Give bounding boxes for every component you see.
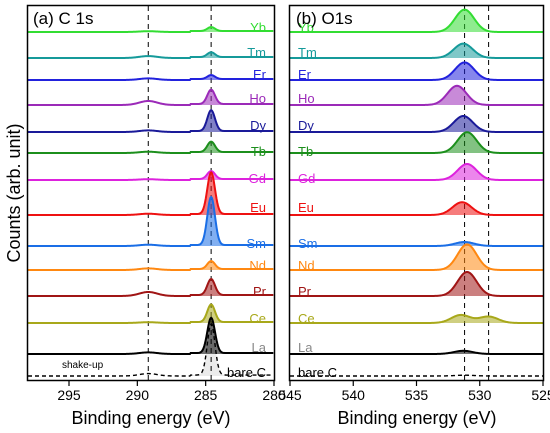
panel-a-peak-area-tm xyxy=(189,52,233,58)
panel-b-series-dy xyxy=(290,114,543,133)
panel-a-x-tick-label: 285 xyxy=(194,387,218,403)
shake-up-annotation: shake-up xyxy=(62,360,104,371)
panel-b-label-dy: Dy xyxy=(298,118,314,133)
panel-b-series-ho xyxy=(290,84,543,106)
panel-b-plot: 545 540 535 530 525 Yb Tm Er Ho Dy Tb Gd Eu Sm Nd Pr Ce L… xyxy=(278,6,550,403)
y-axis-label: Counts (arb. unit) xyxy=(4,123,24,262)
panel-a-series-dy xyxy=(28,109,274,133)
panel-a-peak-area-ho xyxy=(189,89,233,105)
panel-b-label-yb: Yb xyxy=(298,20,314,35)
panel-b-peak-area-pr xyxy=(422,272,512,296)
panel-a-peak-area-nd xyxy=(189,261,233,270)
panel-b-label-pr: Pr xyxy=(298,284,312,299)
panel-a-label-tm: Tm xyxy=(247,45,266,60)
panel-a-series-bare-c xyxy=(28,322,274,377)
panel-b-series-tb xyxy=(290,131,543,154)
panel-a-label-yb: Yb xyxy=(250,20,266,35)
panel-b-label-er: Er xyxy=(298,67,312,82)
panel-b-series-pr xyxy=(290,270,543,297)
panel-a-label-ho: Ho xyxy=(249,91,266,106)
panel-b-peak-area-yb xyxy=(422,9,512,32)
panel-b-series-er xyxy=(290,61,543,81)
panel-a-label-eu: Eu xyxy=(250,200,266,215)
panel-b-label-la: La xyxy=(298,340,313,355)
panel-a-series-tb xyxy=(28,140,274,154)
panel-b-peak-area-eu xyxy=(422,202,512,215)
panel-b-x-tick-label: 545 xyxy=(278,387,302,403)
panel-b-series-bare-c xyxy=(290,374,543,377)
panel-a-series-eu xyxy=(28,171,274,216)
panel-a-series-la xyxy=(28,316,274,355)
panel-a-label-ce: Ce xyxy=(249,311,266,326)
panel-a-label-gd: Gd xyxy=(249,171,266,186)
panel-b-label-sm: Sm xyxy=(298,236,318,251)
panel-a-label-er: Er xyxy=(253,67,267,82)
panel-b-series-yb xyxy=(290,8,543,33)
panel-a-series-sm xyxy=(28,195,274,247)
panel-b-frame xyxy=(288,4,545,382)
panel-a-frame xyxy=(26,4,276,382)
panel-b-peak-area-dy xyxy=(422,116,512,132)
panel-b-label-ho: Ho xyxy=(298,91,315,106)
panel-b-series-eu xyxy=(290,201,543,216)
panel-b-peak-area-tb xyxy=(422,132,512,153)
panel-a-x-tick-label: 290 xyxy=(126,387,150,403)
panel-a-plot: 295 290 285 280 Yb Tm Er Ho Dy Tb Gd Eu Sm Nd Pr Ce La ba… xyxy=(28,6,286,403)
panel-a-label-la: La xyxy=(252,340,267,355)
panel-a-peak-area-sm xyxy=(189,197,233,246)
panel-a-series-ce xyxy=(28,303,274,324)
panel-a-series-er xyxy=(28,74,274,81)
panel-a-label-dy: Dy xyxy=(250,118,266,133)
panel-b-label-eu: Eu xyxy=(298,200,314,215)
panel-a-label-nd: Nd xyxy=(249,258,266,273)
panel-b-x-tick-label: 525 xyxy=(531,387,550,403)
panel-a-label-tb: Tb xyxy=(251,144,266,159)
panel-a-label-sm: Sm xyxy=(247,236,267,251)
panel-a-series-tm xyxy=(28,51,274,59)
panel-b-peak-area-la xyxy=(422,350,512,354)
panel-a-peak-area-dy xyxy=(189,110,233,132)
panel-a-peak-area-yb xyxy=(189,27,233,32)
panel-a-peak-area-er xyxy=(189,75,233,80)
panel-b-x-tick-label: 530 xyxy=(468,387,492,403)
panel-a-title: (a) C 1s xyxy=(33,9,93,28)
panel-b-series-sm xyxy=(290,240,543,247)
panel-a-series-nd xyxy=(28,260,274,271)
panel-a-peak-area-eu xyxy=(189,172,233,215)
panel-b-label-nd: Nd xyxy=(298,258,315,273)
panel-a-peak-area-pr xyxy=(189,279,233,296)
panel-b-series-gd xyxy=(290,162,543,181)
panel-b-series-nd xyxy=(290,243,543,271)
panel-b-series-ce xyxy=(290,313,543,324)
panel-b-series-la xyxy=(290,349,543,355)
panel-a-series-yb xyxy=(28,26,274,33)
panel-b-series-tm xyxy=(290,42,543,59)
panel-a-label-bare-c: bare C xyxy=(227,365,266,380)
panel-a-peak-area-ce xyxy=(189,304,233,323)
panel-b-title: (b) O1s xyxy=(296,9,353,28)
panel-b-label-gd: Gd xyxy=(298,171,315,186)
panel-a-peak-area-tb xyxy=(189,141,233,153)
panel-a-x-axis-label: Binding energy (eV) xyxy=(71,408,230,428)
panel-b-label-tm: Tm xyxy=(298,45,317,60)
panel-b-peak-area-nd xyxy=(422,244,512,270)
panel-b-x-tick-label: 535 xyxy=(405,387,429,403)
panel-a-peak-area-la xyxy=(189,317,233,354)
panel-b-label-bare-c: bare C xyxy=(298,365,337,380)
panel-a-x-tick-label: 280 xyxy=(262,387,286,403)
panel-b-x-tick-label: 540 xyxy=(342,387,366,403)
panel-b-peak-area-er xyxy=(422,62,512,80)
panel-a-series-ho xyxy=(28,88,274,106)
panel-b-label-ce: Ce xyxy=(298,311,315,326)
panel-b-peak-area-tm xyxy=(422,43,512,58)
panel-a-peak-area-bare-c xyxy=(189,323,233,376)
panel-a-label-pr: Pr xyxy=(253,284,267,299)
panel-a-series-gd xyxy=(28,170,274,181)
panel-b-label-tb: Tb xyxy=(298,144,313,159)
panel-a-x-tick-label: 295 xyxy=(57,387,81,403)
panel-a-series-pr xyxy=(28,277,274,297)
panel-b-peak-area-gd xyxy=(422,164,512,180)
panel-b-x-axis-label: Binding energy (eV) xyxy=(337,408,496,428)
